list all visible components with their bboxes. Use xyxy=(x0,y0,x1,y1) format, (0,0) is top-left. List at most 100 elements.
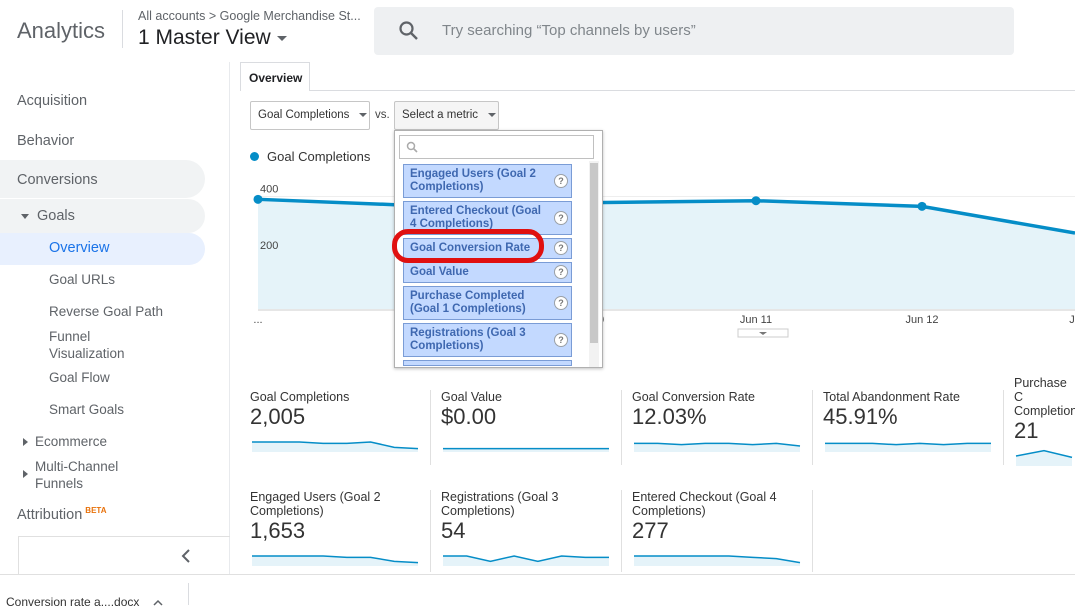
x-tick-label: Jun 12 xyxy=(905,314,938,326)
collapse-sidebar-button[interactable] xyxy=(18,536,230,574)
metric-tile-goal-conversion-rate[interactable]: Goal Conversion Rate 12.03% xyxy=(632,390,823,452)
sparkline-fill xyxy=(443,448,609,452)
handle-caret-icon xyxy=(759,332,767,335)
help-icon[interactable]: ? xyxy=(554,296,568,310)
header-divider xyxy=(122,10,123,48)
sidebar-item-goals[interactable]: Goals xyxy=(21,208,75,224)
primary-metric-label: Goal Completions xyxy=(258,109,350,121)
metric-option-label: Engaged Users (Goal 2 Completions) xyxy=(410,168,536,193)
sparkline-line xyxy=(634,555,801,564)
metric-option[interactable]: Registrations (Goal 3 Completions)? xyxy=(403,323,572,357)
metric-tile-entered-checkout[interactable]: Entered Checkout (Goal 4 Completions) 27… xyxy=(632,490,823,566)
metric-option[interactable]: Engaged Users (Goal 2 Completions)? xyxy=(403,164,572,198)
metric-search-input[interactable] xyxy=(399,135,594,159)
metric-option[interactable]: Goal Value? xyxy=(403,262,572,283)
sidebar-item-attribution[interactable]: Attribution BETA xyxy=(17,506,106,523)
chevron-left-icon xyxy=(181,549,190,563)
scrollbar-thumb[interactable] xyxy=(590,163,598,343)
sparkline-fill xyxy=(634,556,800,566)
metric-label: Total Abandonment Rate xyxy=(823,390,960,404)
view-name: 1 Master View xyxy=(138,26,271,49)
sparkline-line xyxy=(634,442,801,447)
compare-metric-dropdown[interactable]: Select a metric xyxy=(394,101,499,130)
help-icon[interactable]: ? xyxy=(554,333,568,347)
search-icon xyxy=(406,141,418,153)
metric-divider xyxy=(621,490,622,572)
sparkline xyxy=(443,447,609,452)
x-tick-label: J xyxy=(1069,314,1075,326)
metric-picker-popup[interactable]: Engaged Users (Goal 2 Completions)? Ente… xyxy=(394,130,603,368)
metric-divider xyxy=(621,390,622,465)
sidebar-item-reverse-goal-path[interactable]: Reverse Goal Path xyxy=(49,304,164,319)
caret-down-icon xyxy=(359,112,368,117)
view-selector[interactable]: 1 Master View xyxy=(138,26,287,50)
metric-option[interactable]: Purchase Completed (Goal 1 Completions)? xyxy=(403,286,572,320)
metric-tile-engaged-users[interactable]: Engaged Users (Goal 2 Completions) 1,653 xyxy=(250,490,441,566)
metric-label: Goal Value xyxy=(441,390,502,404)
compare-metric-label: Select a metric xyxy=(402,109,479,121)
metric-option-label: Registrations (Goal 3 Completions) xyxy=(410,327,526,352)
y-tick-label: 200 xyxy=(260,240,278,252)
metric-tile-total-abandonment-rate[interactable]: Total Abandonment Rate 45.91% xyxy=(823,390,1014,452)
sidebar-item-goal-flow[interactable]: Goal Flow xyxy=(49,370,110,385)
metric-option-label: Entered Checkout (Goal 4 Completions) xyxy=(410,205,541,230)
data-point[interactable] xyxy=(751,196,761,206)
sidebar-item-smart-goals[interactable]: Smart Goals xyxy=(49,402,125,417)
area-fill xyxy=(258,199,1075,309)
download-bar: Conversion rate a....docx xyxy=(0,574,1075,609)
metric-divider xyxy=(812,490,813,572)
primary-metric-dropdown[interactable]: Goal Completions xyxy=(250,101,370,130)
metric-value: 45.91% xyxy=(823,404,898,429)
search-bar[interactable]: Try searching “Top channels by users” xyxy=(374,7,1014,55)
sidebar-item-goal-urls[interactable]: Goal URLs xyxy=(49,272,116,287)
download-item[interactable]: Conversion rate a....docx xyxy=(6,595,163,609)
metric-divider xyxy=(430,390,431,465)
sparkline-line xyxy=(252,441,419,450)
sidebar-item-multi-channel-funnels[interactable]: Multi-Channel Funnels xyxy=(35,459,119,491)
caret-down-icon xyxy=(488,112,497,117)
sidebar: Acquisition Behavior Conversions Goals O… xyxy=(0,62,230,574)
expand-right-icon xyxy=(23,470,28,478)
metric-tile-goal-completions[interactable]: Goal Completions 2,005 xyxy=(250,390,441,452)
metric-tile-registrations[interactable]: Registrations (Goal 3 Completions) 54 xyxy=(441,490,632,566)
y-tick-label: 400 xyxy=(260,184,278,196)
metric-tile-purchase-completions[interactable]: Purchase C Completion 21 xyxy=(1014,376,1075,466)
sidebar-item-ecommerce[interactable]: Ecommerce xyxy=(35,434,108,449)
sparkline xyxy=(252,555,419,566)
x-tick-label: Jun 11 xyxy=(740,314,772,326)
sparkline xyxy=(634,555,801,566)
metric-tile-goal-value[interactable]: Goal Value $0.00 xyxy=(441,390,632,452)
metric-label-line: Completion xyxy=(1014,404,1075,418)
legend-label: Goal Completions xyxy=(267,149,371,164)
sidebar-item-funnel-visualization[interactable]: Funnel Visualization xyxy=(49,329,125,361)
sidebar-item-acquisition[interactable]: Acquisition xyxy=(17,93,88,109)
vs-label: vs. xyxy=(375,109,390,121)
metric-option-label: Goal Value xyxy=(410,266,469,278)
sidebar-item-overview[interactable]: Overview xyxy=(49,240,110,256)
sparkline-fill xyxy=(1016,450,1072,466)
metric-divider xyxy=(1003,390,1004,465)
help-icon[interactable]: ? xyxy=(554,265,568,279)
metric-divider xyxy=(812,390,813,465)
sparkline-line xyxy=(1015,449,1073,459)
sidebar-goals-bg xyxy=(0,199,205,233)
sparkline-fill xyxy=(634,443,800,452)
help-icon[interactable]: ? xyxy=(554,211,568,225)
x-tick-label: ... xyxy=(253,314,262,326)
breadcrumb[interactable]: All accounts > Google Merchandise St... xyxy=(138,9,361,23)
tab-overview[interactable]: Overview xyxy=(240,62,310,91)
help-icon[interactable]: ? xyxy=(554,241,568,255)
metric-label: Registrations (Goal 3 Completions) xyxy=(441,490,559,518)
metric-label: Purchase C Completion xyxy=(1014,376,1075,418)
main-content: Overview Goal Completions vs. Select a m… xyxy=(240,62,1075,574)
download-divider xyxy=(188,583,189,605)
help-icon[interactable]: ? xyxy=(554,174,568,188)
sidebar-item-behavior[interactable]: Behavior xyxy=(17,133,75,149)
sidebar-item-conversions[interactable]: Conversions xyxy=(17,172,98,188)
data-point[interactable] xyxy=(917,201,927,211)
metric-divider xyxy=(430,490,431,572)
legend-dot xyxy=(250,152,259,161)
data-point[interactable] xyxy=(253,194,263,204)
metric-value: 21 xyxy=(1014,418,1039,443)
